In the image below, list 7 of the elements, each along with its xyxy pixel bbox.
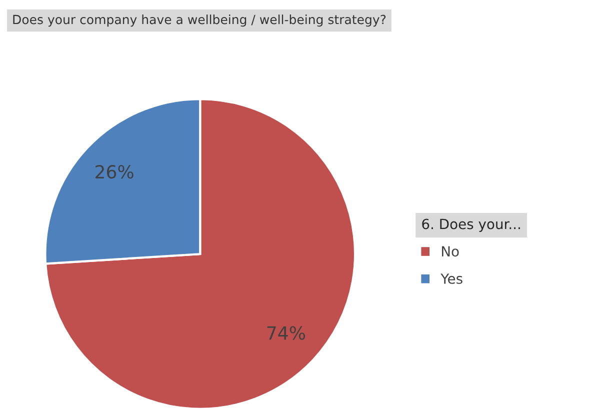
legend-label: Yes (440, 274, 462, 284)
pie-slice (44, 98, 356, 410)
data-label: 26% (96, 164, 134, 179)
data-label: 74% (267, 326, 306, 340)
legend-title: 6. Does your... (422, 218, 520, 232)
chart-title: Does your company have a wellbeing / well-being strategy? (13, 14, 386, 27)
legend-label: No (442, 246, 459, 257)
